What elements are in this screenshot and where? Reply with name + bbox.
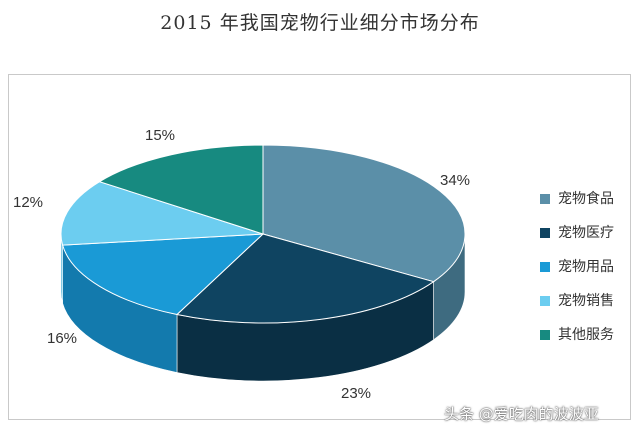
legend-label-0: 宠物食品: [558, 190, 614, 207]
pie-label-3: 12%: [13, 194, 43, 211]
pie-label-4: 15%: [145, 127, 175, 144]
pie-label-1: 23%: [341, 385, 371, 402]
legend-swatch-1: [540, 228, 550, 238]
legend-swatch-2: [540, 262, 550, 272]
legend-label-4: 其他服务: [558, 327, 614, 343]
watermark: 头条 @爱吃肉的波波亚: [444, 405, 599, 423]
chart-title: 2015 年我国宠物行业细分市场分布: [160, 12, 480, 34]
pie-label-0: 34%: [440, 172, 470, 189]
pie-labels: 34% 23% 16% 12% 15%: [13, 127, 470, 402]
legend-swatch-0: [540, 194, 550, 204]
pie-slice-1: [175, 233, 435, 324]
pie-slice-2: [61, 233, 265, 316]
pie-label-2: 16%: [47, 330, 77, 347]
pie-slice-4: [98, 144, 264, 235]
legend-swatch-3: [540, 296, 550, 306]
legend-label-2: 宠物用品: [558, 259, 614, 275]
legend-label-1: 宠物医疗: [558, 225, 614, 241]
pie-tops: [60, 144, 466, 324]
pie-slice-0: [262, 144, 466, 283]
pie-slice-3: [60, 181, 264, 246]
legend-swatch-4: [540, 330, 550, 340]
legend-label-3: 宠物销售: [558, 293, 614, 309]
